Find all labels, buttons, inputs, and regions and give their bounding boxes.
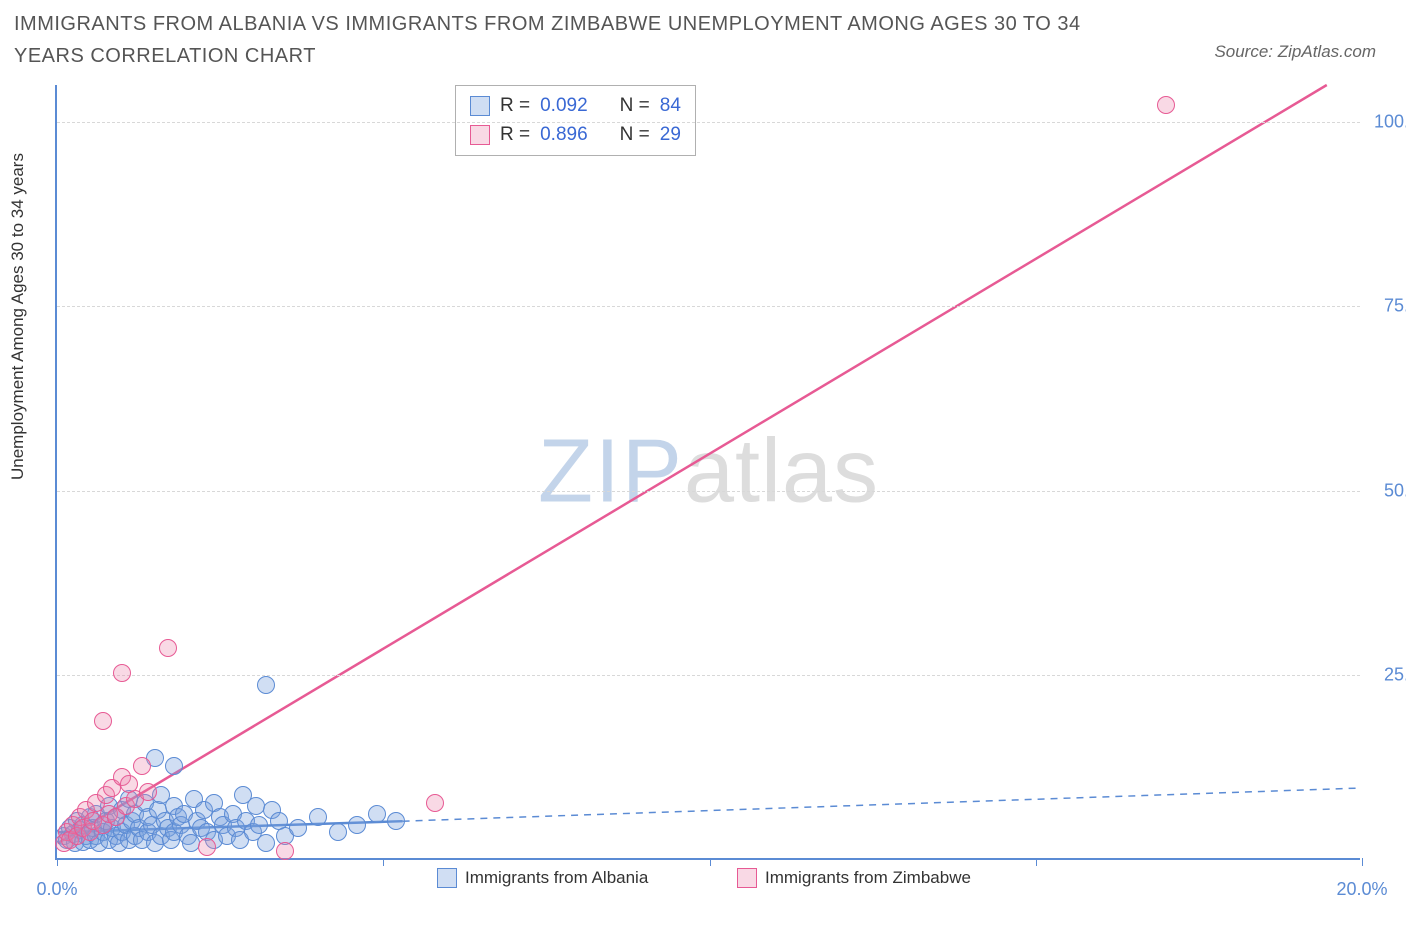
legend-swatch <box>437 868 457 888</box>
stats-row: R = 0.896 N = 29 <box>470 121 681 150</box>
n-value: 84 <box>660 92 681 121</box>
data-point <box>257 676 275 694</box>
chart-title: IMMIGRANTS FROM ALBANIA VS IMMIGRANTS FR… <box>14 8 1114 72</box>
x-tick <box>1362 858 1363 866</box>
r-label: R = <box>500 92 530 121</box>
data-point <box>348 816 366 834</box>
data-point <box>289 819 307 837</box>
gridline <box>57 306 1360 307</box>
data-point <box>198 838 216 856</box>
data-point <box>426 794 444 812</box>
data-point <box>276 842 294 860</box>
stats-row: R = 0.092 N = 84 <box>470 92 681 121</box>
legend-label: Immigrants from Zimbabwe <box>765 868 971 888</box>
legend-label: Immigrants from Albania <box>465 868 648 888</box>
legend-swatch <box>470 125 490 145</box>
data-point <box>1157 96 1175 114</box>
y-tick-label: 25.0% <box>1365 665 1406 686</box>
stats-box: R = 0.092 N = 84 R = 0.896 N = 29 <box>455 85 696 156</box>
x-tick-label: 20.0% <box>1336 879 1387 900</box>
x-tick <box>383 858 384 866</box>
x-tick <box>57 858 58 866</box>
data-point <box>250 816 268 834</box>
data-point <box>165 757 183 775</box>
r-value: 0.092 <box>540 92 588 121</box>
r-value: 0.896 <box>540 121 588 150</box>
y-axis-label: Unemployment Among Ages 30 to 34 years <box>8 153 28 480</box>
data-point <box>139 783 157 801</box>
legend-swatch <box>470 96 490 116</box>
y-tick-label: 50.0% <box>1365 480 1406 501</box>
r-label: R = <box>500 121 530 150</box>
y-tick-label: 100.0% <box>1365 111 1406 132</box>
legend-swatch <box>737 868 757 888</box>
data-point <box>309 808 327 826</box>
data-point <box>133 757 151 775</box>
legend-item: Immigrants from Albania <box>437 868 648 888</box>
gridline <box>57 122 1360 123</box>
source-attribution: Source: ZipAtlas.com <box>1214 42 1376 62</box>
x-tick <box>1036 858 1037 866</box>
n-value: 29 <box>660 121 681 150</box>
data-point <box>94 712 112 730</box>
legend-item: Immigrants from Zimbabwe <box>737 868 971 888</box>
gridline <box>57 675 1360 676</box>
x-tick-label: 0.0% <box>36 879 77 900</box>
data-point <box>368 805 386 823</box>
n-label: N = <box>620 92 650 121</box>
x-tick <box>710 858 711 866</box>
trend-lines <box>57 85 1360 858</box>
gridline <box>57 491 1360 492</box>
plot-area: ZIPatlas R =0.092N =84R =0.896N =29 25.0… <box>55 85 1360 860</box>
data-point <box>247 797 265 815</box>
data-point <box>387 812 405 830</box>
data-point <box>257 834 275 852</box>
y-tick-label: 75.0% <box>1365 296 1406 317</box>
data-point <box>329 823 347 841</box>
n-label: N = <box>620 121 650 150</box>
data-point <box>113 664 131 682</box>
data-point <box>159 639 177 657</box>
